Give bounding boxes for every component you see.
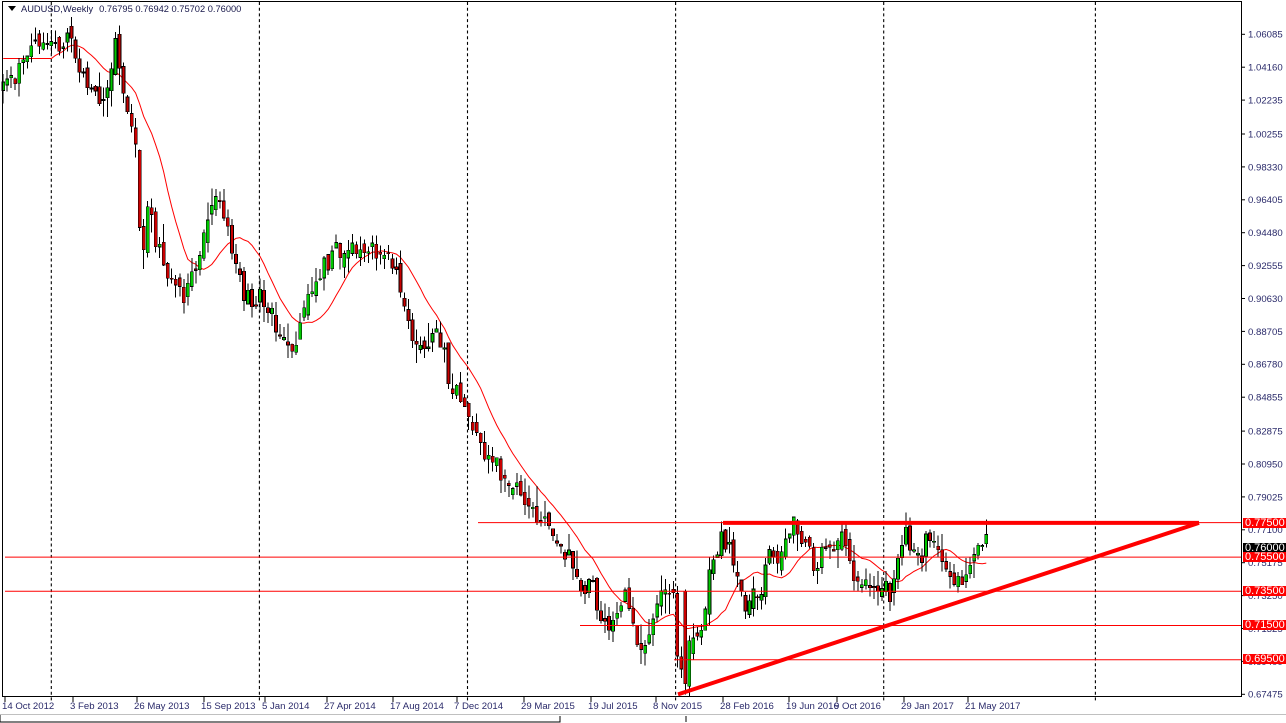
svg-text:0.94480: 0.94480 [1248,228,1283,239]
svg-text:0.88705: 0.88705 [1248,327,1283,338]
svg-text:0.84855: 0.84855 [1248,393,1283,404]
svg-text:1.04160: 1.04160 [1248,63,1283,74]
svg-text:1.00255: 1.00255 [1248,129,1283,140]
svg-text:1.02235: 1.02235 [1248,96,1283,107]
svg-text:0.98330: 0.98330 [1248,162,1283,173]
svg-text:0.90630: 0.90630 [1248,294,1283,305]
svg-text:0.86780: 0.86780 [1248,360,1283,371]
svg-text:0.96405: 0.96405 [1248,195,1283,206]
svg-text:0.67475: 0.67475 [1248,690,1283,701]
svg-text:0.80950: 0.80950 [1248,459,1283,470]
svg-text:1.06085: 1.06085 [1248,30,1283,41]
svg-text:0.79025: 0.79025 [1248,492,1283,503]
svg-text:0.92555: 0.92555 [1248,261,1283,272]
svg-text:0.82875: 0.82875 [1248,427,1283,438]
